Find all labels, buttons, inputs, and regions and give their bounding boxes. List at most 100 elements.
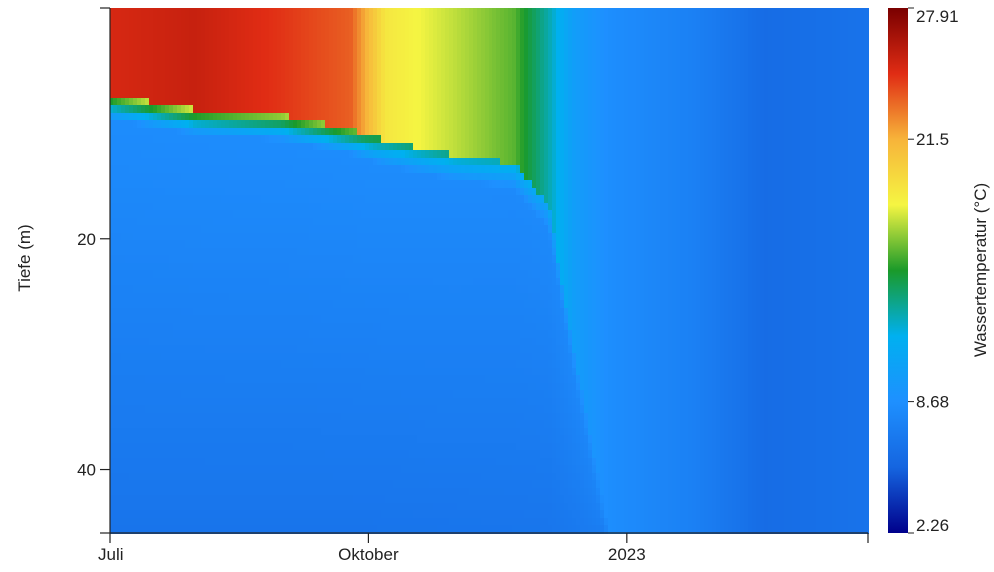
heatmap-cell [110,308,115,317]
heatmap-cell [153,368,159,377]
heatmap-cell [169,495,175,504]
heatmap-cell [173,473,179,482]
heatmap-cell [181,323,187,332]
heatmap-cell [141,285,147,294]
heatmap-cell [185,518,191,527]
heatmap-cell [137,128,143,137]
heatmap-cell [157,143,163,152]
heatmap-cell [165,345,171,354]
heatmap-cell [157,293,163,302]
heatmap-cell [213,278,219,287]
heatmap-cell [133,180,139,189]
heatmap-cell [117,45,123,54]
heatmap-cell [201,120,207,129]
heatmap-cell [197,263,203,272]
heatmap-cell [197,323,203,332]
heatmap-cell [205,90,211,99]
heatmap-cell [189,285,195,294]
heatmap-cell [161,345,167,354]
heatmap-cell [110,443,115,452]
heatmap-cell [201,353,207,362]
heatmap-cell [121,173,127,182]
heatmap-cell [201,315,207,324]
heatmap-cell [165,8,171,17]
heatmap-cell [181,38,187,47]
heatmap-cell [157,315,163,324]
heatmap-cell [110,248,115,257]
heatmap-cell [217,225,223,234]
heatmap-cell [149,488,155,497]
heatmap-cell [141,450,147,459]
heatmap-cell [189,240,195,249]
heatmap-cell [209,360,215,369]
heatmap-cell [193,353,199,362]
heatmap-cell [205,248,211,257]
heatmap-cell [193,23,199,32]
heatmap-cell [169,263,175,272]
heatmap-cell [177,150,183,159]
heatmap-cell [133,308,139,317]
heatmap-cell [217,210,223,219]
heatmap-cell [145,518,151,527]
heatmap-cell [137,218,143,227]
heatmap-cell [121,128,127,137]
heatmap-cell [129,150,135,159]
heatmap-cell [157,450,163,459]
heatmap-cell [149,195,155,204]
heatmap-cell [213,105,219,114]
heatmap-cell [153,488,159,497]
heatmap-cell [205,375,211,384]
heatmap-cell [121,30,127,39]
heatmap-cell [205,345,211,354]
heatmap-cell [133,525,139,534]
heatmap-cell [185,23,191,32]
heatmap-cell [149,255,155,264]
heatmap-cell [157,210,163,219]
heatmap-cell [209,113,215,122]
heatmap-cell [133,420,139,429]
heatmap-cell [121,413,127,422]
heatmap-cell [153,30,159,39]
heatmap-cell [117,450,123,459]
heatmap-cell [113,525,119,534]
heatmap-cell [153,360,159,369]
heatmap-cell [193,405,199,414]
heatmap-cell [197,383,203,392]
heatmap-cell [181,345,187,354]
heatmap-cell [149,293,155,302]
heatmap-cell [165,218,171,227]
heatmap-cell [181,300,187,309]
heatmap-cell [217,285,223,294]
heatmap-cell [217,38,223,47]
heatmap-cell [193,60,199,69]
heatmap-cell [137,405,143,414]
heatmap-cell [121,458,127,467]
heatmap-cell [197,525,203,534]
heatmap-cell [205,510,211,519]
heatmap-cell [189,135,195,144]
heatmap-cell [141,413,147,422]
heatmap-cell [217,473,223,482]
heatmap-cell [141,203,147,212]
heatmap-cell [185,368,191,377]
heatmap-cell [189,443,195,452]
heatmap-cell [113,278,119,287]
heatmap-cell [217,270,223,279]
heatmap-cell [149,338,155,347]
heatmap-cell [110,473,115,482]
heatmap-cell [189,495,195,504]
heatmap-cell [145,383,151,392]
heatmap-cell [165,360,171,369]
heatmap-cell [193,398,199,407]
heatmap-cell [189,23,195,32]
heatmap-cell [189,98,195,107]
heatmap-cell [165,405,171,414]
heatmap-cell [117,128,123,137]
heatmap-cell [217,83,223,92]
heatmap-cell [141,420,147,429]
heatmap-cell [125,45,131,54]
heatmap-cell [181,360,187,369]
heatmap-cell [213,390,219,399]
heatmap-cell [209,180,215,189]
heatmap-cell [153,285,159,294]
